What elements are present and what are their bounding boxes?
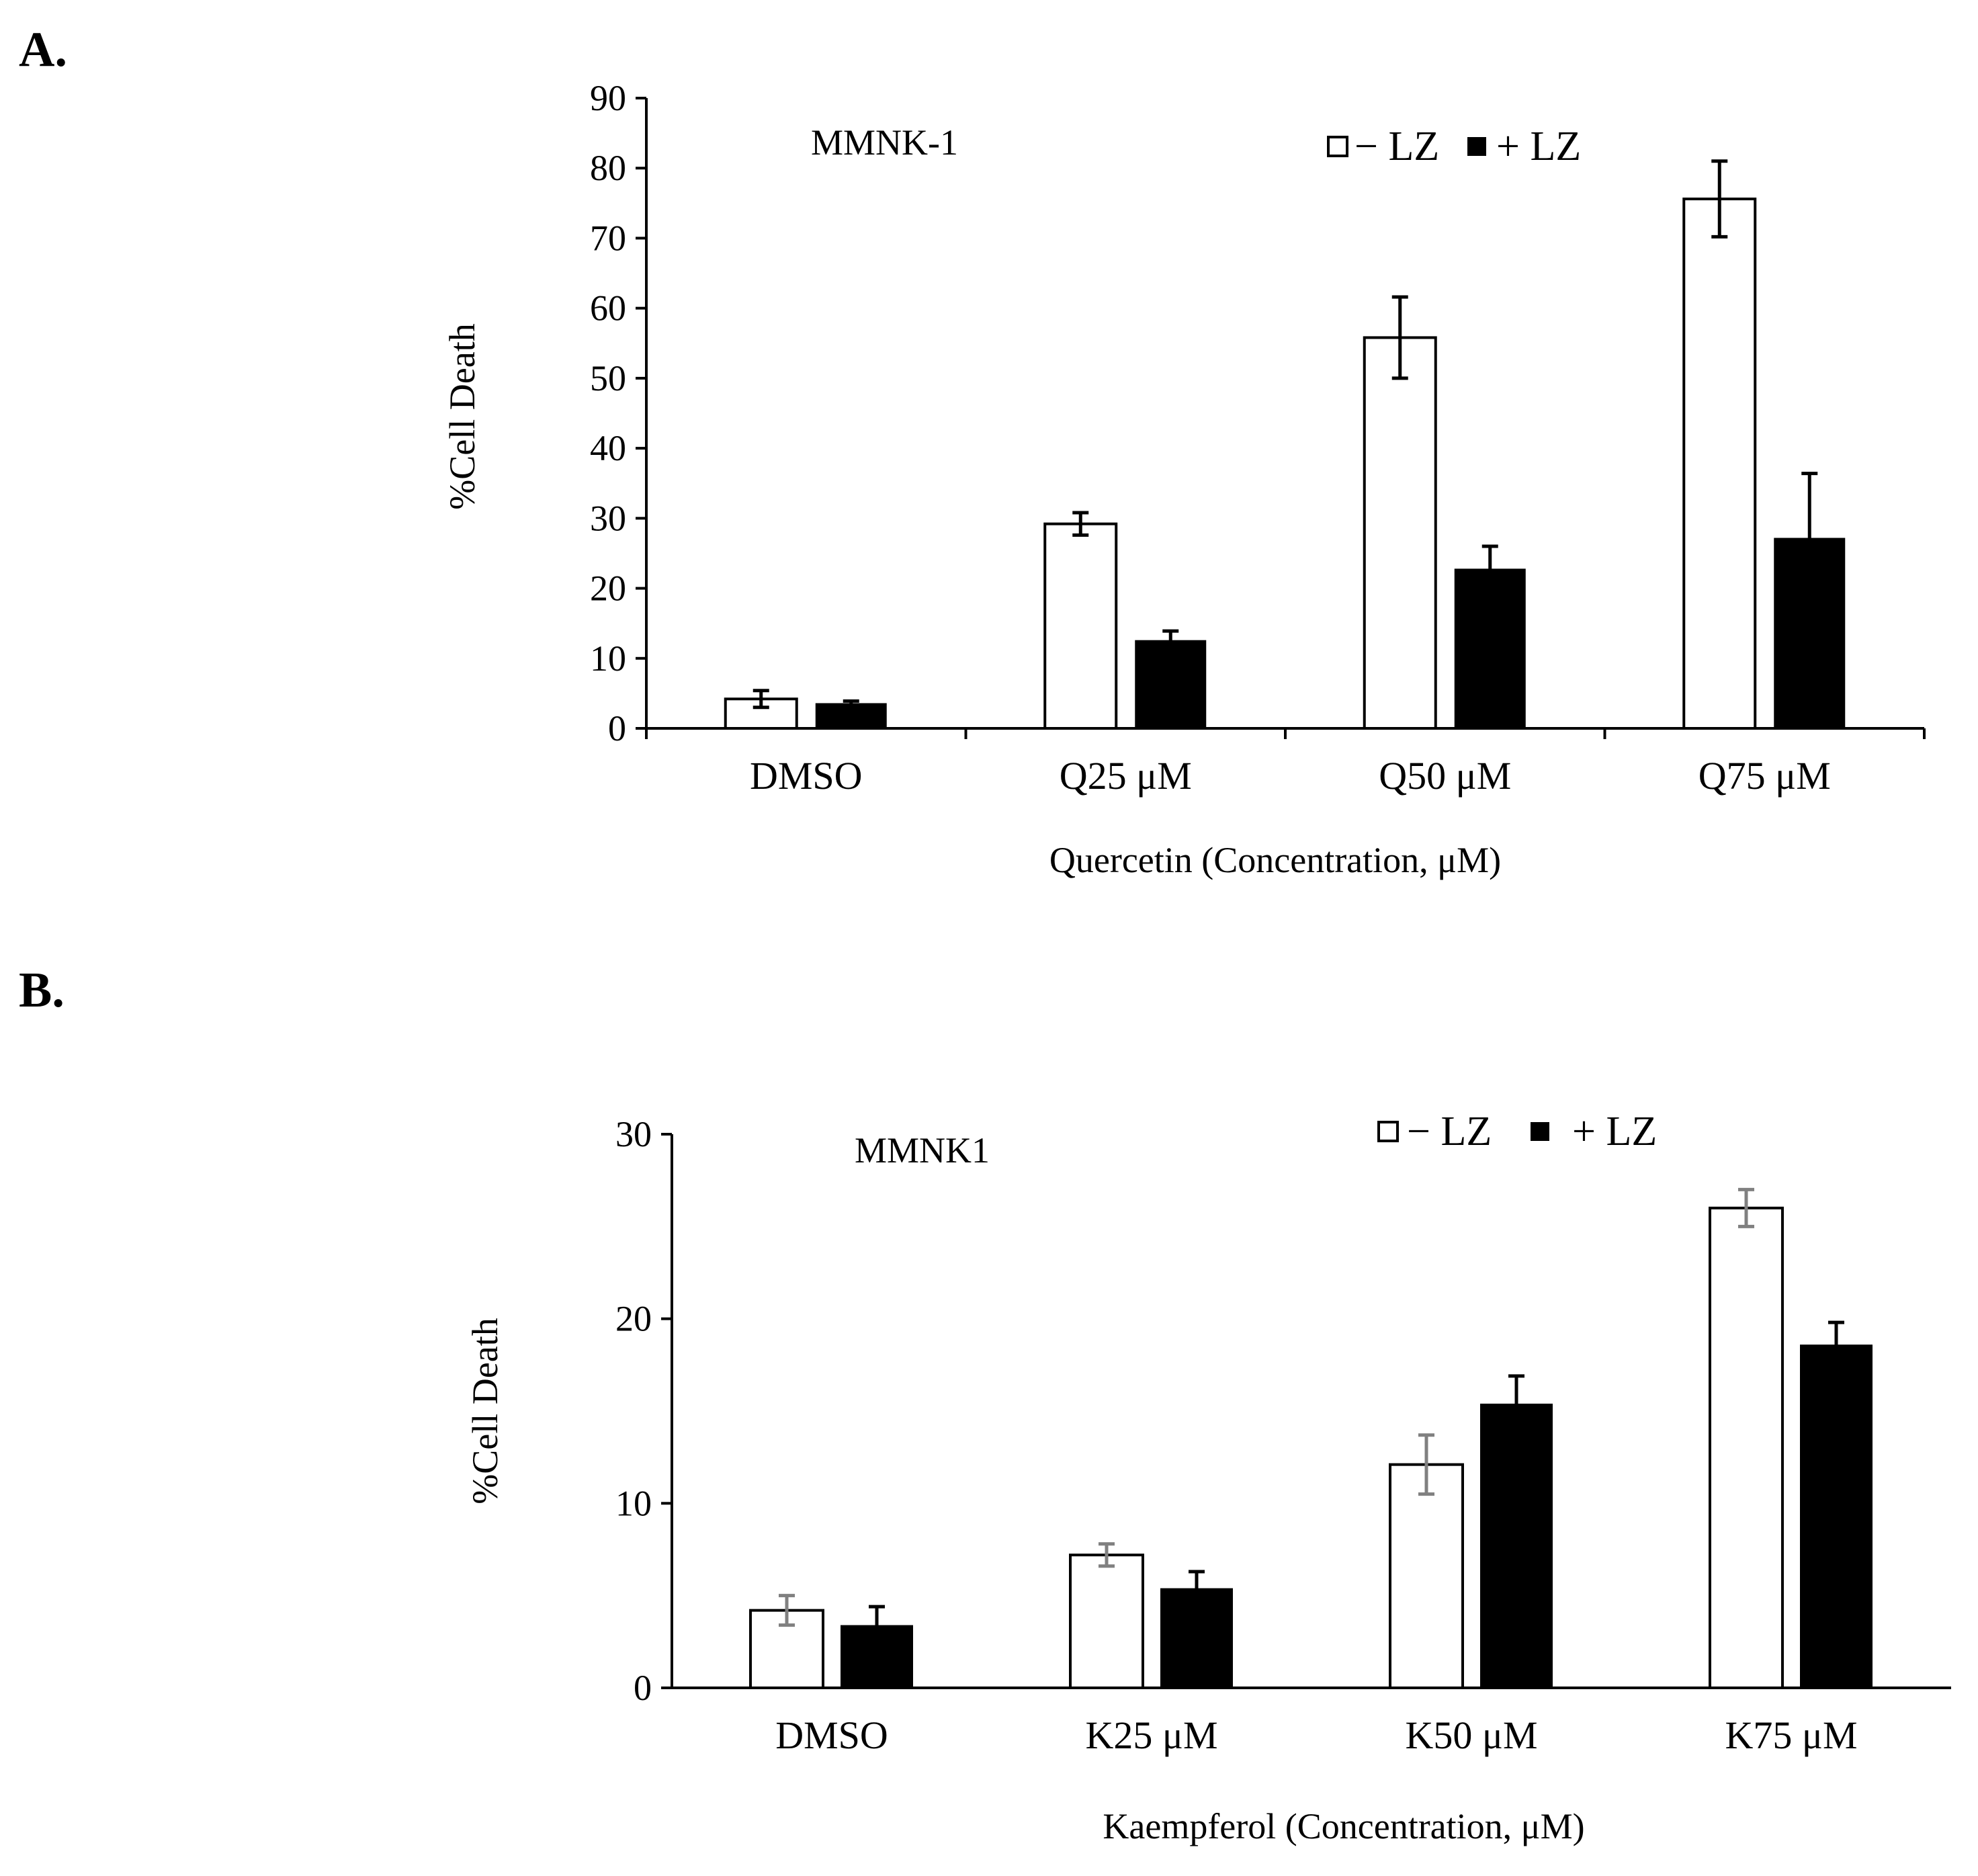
- panel-a-y-tick-label: 50: [590, 358, 626, 398]
- panel-b-error-bar-minus-lz: [1738, 1187, 1754, 1228]
- panel-b-legend-swatch-plus-lz: [1531, 1122, 1549, 1141]
- panel-b-error-bar-plus-lz: [1508, 1374, 1524, 1433]
- panel-a-y-tick-label: 10: [590, 638, 626, 679]
- panel-b-bar-minus-lz: [1709, 1206, 1784, 1690]
- panel-a-legend-label-minus-lz: − LZ: [1354, 124, 1439, 169]
- panel-b-x-axis-title: Kaempferol (Concentration, μM): [1103, 1806, 1584, 1846]
- panel-a-y-tick-label: 20: [590, 568, 626, 609]
- panel-a-y-axis-title: %Cell Death: [442, 323, 482, 509]
- panel-a-error-bar-plus-lz: [843, 699, 859, 708]
- panel-b-error-bar-minus-lz: [779, 1594, 795, 1627]
- panel-a-legend-label-plus-lz: + LZ: [1496, 124, 1581, 169]
- panel-b-legend-label-minus-lz: − LZ: [1407, 1109, 1492, 1154]
- panel-b-y-tick-label: 0: [634, 1668, 652, 1708]
- panel-a-legend-swatch-plus-lz: [1467, 137, 1486, 156]
- panel-b-category-label: DMSO: [775, 1713, 888, 1757]
- panel-b-y-axis-title: %Cell Death: [465, 1318, 505, 1504]
- panel-a-category-label: DMSO: [750, 754, 863, 798]
- panel-a-y-tick-label: 30: [590, 498, 626, 538]
- panel-a-y-tick-label: 80: [590, 148, 626, 188]
- panel-b-bar-minus-lz: [1389, 1463, 1464, 1689]
- panel-a-bars: [724, 159, 1846, 730]
- panel-b-category-label: K25 μM: [1085, 1713, 1217, 1757]
- panel-b-y-tick-label: 10: [615, 1483, 652, 1523]
- panel-a-bar-minus-lz: [1043, 522, 1118, 730]
- panel-b-bar-plus-lz: [1480, 1404, 1553, 1688]
- panel-b-legend-swatch-minus-lz: [1377, 1121, 1399, 1142]
- panel-a-error-bar-plus-lz: [1801, 472, 1818, 604]
- panel-b-cell-line: MMNK1: [855, 1130, 990, 1170]
- panel-a-y-tick-label: 60: [590, 288, 626, 329]
- panel-a-legend-swatch-minus-lz: [1327, 136, 1348, 157]
- panel-b-error-bar-plus-lz: [869, 1605, 885, 1646]
- panel-b-legend: − LZ + LZ: [1377, 1109, 1657, 1154]
- panel-a-bar-minus-lz: [1682, 198, 1757, 730]
- panel-b-legend-label-plus-lz: + LZ: [1572, 1109, 1657, 1154]
- panel-b-bar-plus-lz: [1800, 1345, 1873, 1688]
- panel-a-error-bar-minus-lz: [1072, 511, 1089, 537]
- panel-a-legend: − LZ + LZ: [1327, 124, 1581, 169]
- panel-a-tick-labels: 0 10 20 30 40 50 60 70 80 90 DMSO Q25 μM Q50 μM Q75 μ…: [590, 78, 1831, 798]
- panel-a-y-tick-label: 0: [608, 708, 626, 749]
- panel-b-category-label: K75 μM: [1725, 1713, 1857, 1757]
- panel-a-bar-plus-lz: [1454, 568, 1526, 728]
- panel-a-category-label: Q25 μM: [1060, 754, 1192, 798]
- panel-b-error-bar-minus-lz: [1418, 1433, 1434, 1496]
- panel-a-error-bar-minus-lz: [752, 689, 769, 710]
- panel-a-error-bar-plus-lz: [1162, 629, 1179, 651]
- panel-a-category-label: Q75 μM: [1698, 754, 1831, 798]
- panel-a-bar-plus-lz: [1135, 640, 1207, 728]
- panel-b-y-tick-label: 20: [615, 1299, 652, 1339]
- panel-b-category-label: K50 μM: [1405, 1713, 1537, 1757]
- panel-a-error-bar-plus-lz: [1481, 544, 1498, 593]
- panel-a-bar-minus-lz: [1363, 336, 1437, 730]
- panel-a-error-bar-minus-lz: [1391, 295, 1408, 380]
- panel-b-error-bar-plus-lz: [1828, 1320, 1844, 1369]
- panel-a-y-tick-label: 40: [590, 428, 626, 468]
- panel-a-label: A.: [19, 22, 67, 77]
- panel-b-error-bar-plus-lz: [1189, 1570, 1205, 1607]
- panel-a-cell-line: MMNK-1: [811, 122, 958, 163]
- panel-a-x-axis-title: Quercetin (Concentration, μM): [1049, 840, 1501, 880]
- panel-b-y-tick-label: 30: [615, 1114, 652, 1154]
- panel-a-category-label: Q50 μM: [1379, 754, 1511, 798]
- panel-a-bar-plus-lz: [815, 703, 887, 728]
- panel-b-bar-minus-lz: [1069, 1553, 1144, 1689]
- panel-a-error-bar-minus-lz: [1711, 159, 1728, 239]
- panel-b-tick-labels: 0 10 20 30 DMSO K25 μM K50 μM K75 μM: [615, 1114, 1858, 1757]
- panel-b-label: B.: [19, 963, 64, 1018]
- chart-panel-a: A. MMNK-1 %Cell Death Quercetin (Concent…: [19, 22, 1926, 880]
- panel-a-y-tick-label: 90: [590, 78, 626, 118]
- panel-b-bars: [749, 1187, 1873, 1690]
- chart-panel-b: B. MMNK1 %Cell Death Kaempferol (Concent…: [19, 963, 1951, 1846]
- panel-b-error-bar-minus-lz: [1099, 1542, 1115, 1568]
- panel-a-y-tick-label: 70: [590, 218, 626, 258]
